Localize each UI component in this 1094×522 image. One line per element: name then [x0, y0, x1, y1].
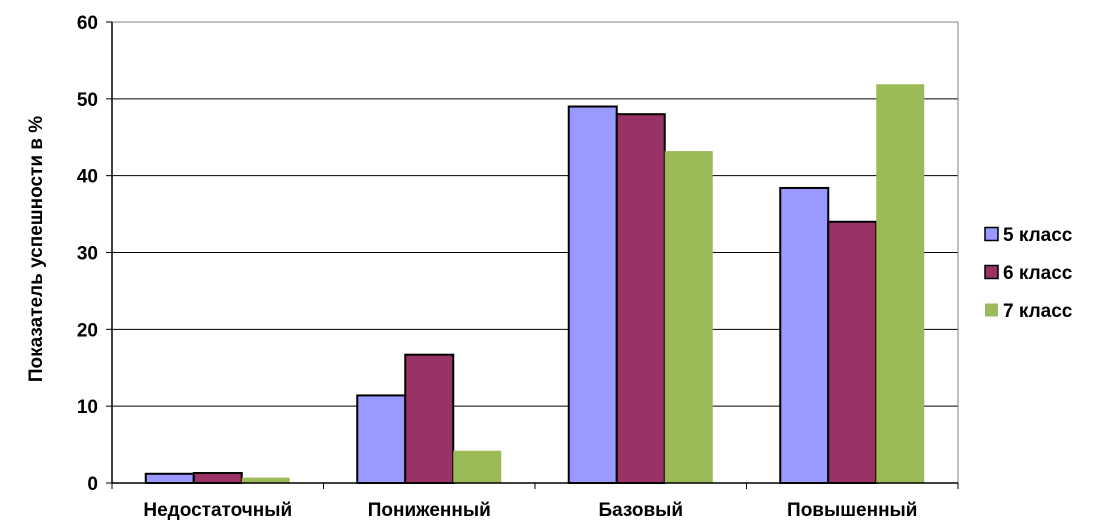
- bar-3-2: [453, 450, 502, 483]
- legend-label: 6 класс: [1003, 263, 1073, 284]
- bar-3-1: [241, 477, 290, 483]
- y-tick-label: 60: [77, 13, 98, 34]
- legend-label: 5 класс: [1003, 225, 1073, 246]
- legend: 5 класс 6 класс 7 класс: [984, 225, 1073, 322]
- bar-1-3: [567, 105, 618, 485]
- bar-3-3: [664, 151, 713, 483]
- y-tick-label: 50: [77, 90, 98, 111]
- y-tick-label: 0: [87, 474, 98, 495]
- y-tick-label: 10: [77, 397, 98, 418]
- y-tick-label: 40: [77, 167, 98, 188]
- bars: [144, 84, 925, 485]
- legend-swatch: [984, 226, 999, 242]
- legend-swatch: [984, 264, 999, 280]
- bar-2-3: [615, 113, 666, 484]
- x-category-label: Пониженный: [368, 500, 491, 521]
- y-tick-label: 30: [77, 244, 98, 265]
- axes: [106, 21, 959, 489]
- bar-2-1: [192, 472, 243, 484]
- legend-swatch: [985, 303, 998, 317]
- x-category-label: Недостаточный: [143, 500, 292, 521]
- legend-label: 7 класс: [1003, 301, 1073, 322]
- x-category-label: Повышенный: [787, 500, 917, 521]
- bar-1-2: [356, 394, 407, 484]
- bar-2-4: [827, 220, 878, 484]
- y-axis-title: Показатель успешности в %: [26, 116, 47, 382]
- bar-1-4: [779, 186, 830, 485]
- bar-2-2: [404, 353, 455, 484]
- bar-1-1: [144, 472, 195, 484]
- bar-3-4: [876, 84, 925, 484]
- y-tick-label: 20: [77, 320, 98, 341]
- y-tick-labels: 0 10 20 30 40 50 60: [77, 13, 98, 495]
- x-category-label: Базовый: [598, 500, 683, 521]
- x-category-labels: Недостаточный Пониженный Базовый Повышенный: [143, 500, 917, 521]
